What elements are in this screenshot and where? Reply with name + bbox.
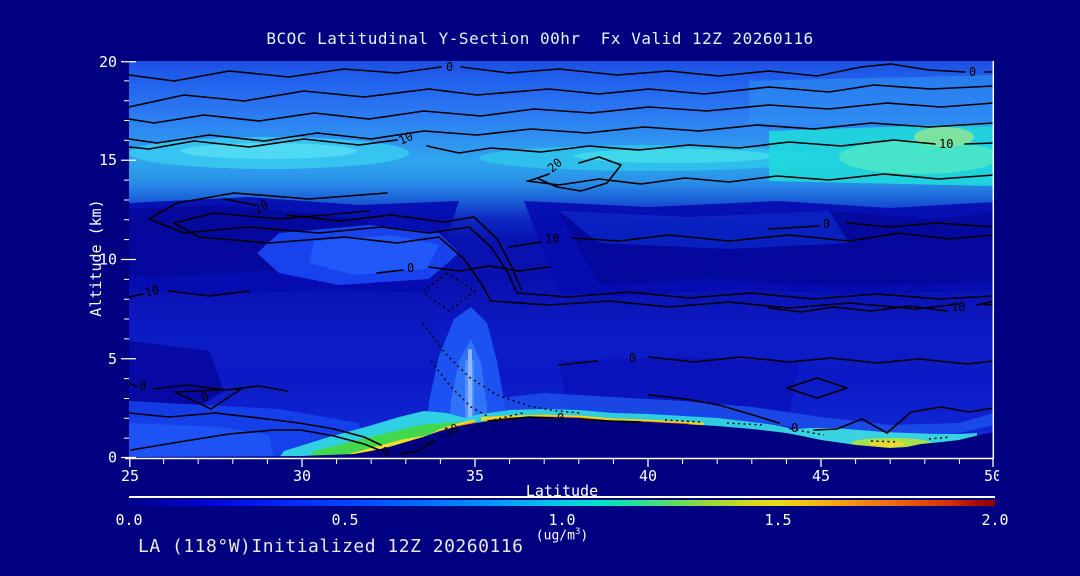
x-tick-labels: 25 30 35 40 45 50 <box>121 467 999 485</box>
y-tick-label: 0 <box>108 449 117 467</box>
y-tick-labels: 20 15 10 5 0 <box>99 56 117 467</box>
x-tick-label: 30 <box>293 467 311 485</box>
x-tick-label: 25 <box>121 467 139 485</box>
y-tick-label: 20 <box>99 56 117 71</box>
colorbar-tick: 1.5 <box>764 511 792 529</box>
colorbar-tick: 1.0 <box>548 511 576 529</box>
y-tick-label: 15 <box>99 151 117 169</box>
x-tick-label: 40 <box>639 467 657 485</box>
contour-lines <box>129 63 994 455</box>
x-tick-label: 45 <box>812 467 830 485</box>
contour-label: 0 <box>629 351 636 365</box>
y-tick-label: 10 <box>99 251 117 269</box>
contour-label: 0 <box>446 60 453 74</box>
colorbar-tick: 2.0 <box>981 511 1009 529</box>
contour-label: 0 <box>557 411 564 425</box>
terrain <box>129 417 994 458</box>
contour-label: 10 <box>951 300 965 314</box>
colorbar-tick: 0.5 <box>331 511 359 529</box>
x-tick-label: 35 <box>466 467 484 485</box>
colorbar-unit-label: (ug/m3) <box>535 527 589 544</box>
contour-label: 0 <box>139 379 146 393</box>
contour-label: 10 <box>939 137 953 151</box>
contour-label: 10 <box>143 283 161 300</box>
axis-ticks <box>121 61 994 467</box>
contour-label: 0 <box>823 217 830 231</box>
x-axis-label: Latitude <box>525 482 599 500</box>
colorbar-tick: 0.0 <box>115 511 143 529</box>
init-info-text: LA (118°W)Initialized 12Z 20260116 <box>138 536 524 557</box>
colorbar-rule <box>129 496 995 498</box>
contour-label: 20 <box>252 197 272 216</box>
filled-contour-field: 0 0 10 10 20 20 10 10 0 0 10 0 0 0 0 0 0… <box>129 60 994 459</box>
axes <box>125 61 995 460</box>
y-tick-label: 5 <box>108 350 117 368</box>
contour-label: 10 <box>396 129 415 148</box>
contour-label: 0 <box>407 261 414 275</box>
colorbar-gradient <box>129 500 995 506</box>
plot-title: BCOC Latitudinal Y-Section 00hr Fx Valid… <box>266 29 814 48</box>
contour-label: 0 <box>382 445 389 459</box>
cross-section-plot: 0 0 10 10 20 20 10 10 0 0 10 0 0 0 0 0 0… <box>99 56 999 485</box>
contour-label: 10 <box>545 232 559 246</box>
contour-lines-dotted <box>414 272 952 447</box>
contour-label: 0 <box>969 65 976 79</box>
contour-label: 0 <box>199 389 211 405</box>
x-tick-label: 50 <box>984 467 999 485</box>
contour-label: 0 <box>791 421 798 435</box>
